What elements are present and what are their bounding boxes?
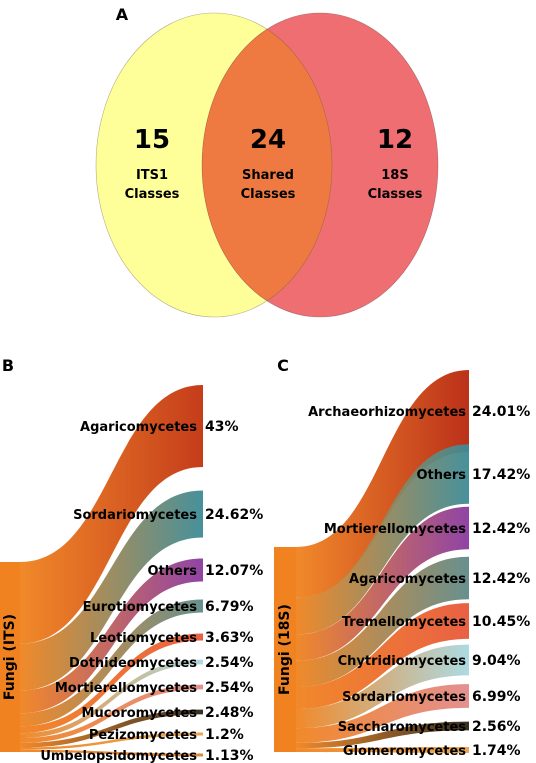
sankey-root-bar [274, 547, 296, 752]
sankey-percent-agaricomycetes: 12.42% [472, 571, 530, 587]
sankey-percent-sordariomycetes: 6.99% [472, 689, 521, 705]
sankey-flow-agaricomycetes [20, 385, 203, 644]
sankey-label-archaeorhizomycetes: Archaeorhizomycetes [308, 405, 466, 420]
sankey-flow-glomeromycetes [296, 747, 469, 753]
sankey-flow-mucoromycetes [20, 709, 203, 748]
venn-shared-line2: Classes [241, 187, 296, 202]
sankey-percent-saccharomycetes: 2.56% [472, 719, 521, 735]
sankey-label-tremellomycetes: Tremellomycetes [342, 615, 466, 630]
sankey-flow-sordariomycetes [20, 490, 203, 691]
sankey-label-others: Others [148, 564, 198, 579]
sankey-label-others: Others [417, 468, 467, 483]
sankey-flow-pezizomycetes [20, 732, 203, 750]
sankey-flow-chytridiomycetes [296, 644, 469, 729]
sankey-18s: Archaeorhizomycetes 24.01% Others 17.42% Mor… [274, 370, 530, 759]
sankey-percent-others: 17.42% [472, 467, 530, 483]
venn-left-count: 15 [134, 125, 170, 155]
sankey-root-bar [0, 562, 20, 752]
venn-left-line2: Classes [125, 187, 180, 202]
venn-diagram: 15 ITS1 Classes 24 Shared Classes 12 18S… [95, 12, 439, 318]
sankey-flow-mortierellomycetes [20, 684, 203, 743]
sankey-percent-glomeromycetes: 1.74% [472, 743, 521, 759]
sankey-percent-eurotiomycetes: 6.79% [205, 599, 254, 615]
sankey-label-agaricomycetes: Agaricomycetes [80, 420, 197, 435]
sankey-flow-others [20, 558, 203, 714]
sankey-label-saccharomycetes: Saccharomycetes [338, 720, 466, 735]
sankey-flow-agaricomycetes [296, 556, 469, 687]
sankey-flow-mortierellomycetes [296, 506, 469, 661]
sankey-flow-tremellomycetes [296, 603, 469, 710]
venn-right-line2: Classes [368, 187, 423, 202]
sankey-percent-pezizomycetes: 1.2% [205, 727, 244, 743]
panel-a-letter: A [116, 5, 129, 24]
sankey-label-sordariomycetes: Sordariomycetes [73, 508, 197, 523]
sankey-percent-mucoromycetes: 2.48% [205, 705, 254, 721]
sankey-flow-dothideomycetes [20, 659, 203, 739]
sankey-percent-chytridiomycetes: 9.04% [472, 653, 521, 669]
sankey-percent-mortierellomycetes: 2.54% [205, 680, 254, 696]
venn-intersection [202, 13, 332, 317]
sankey-percent-archaeorhizomycetes: 24.01% [472, 404, 530, 420]
sankey-flow-others [296, 444, 469, 635]
sankey-percent-tremellomycetes: 10.45% [472, 614, 530, 630]
sankey-label-leotiomycetes: Leotiomycetes [90, 631, 197, 646]
sankey-label-chytridiomycetes: Chytridiomycetes [338, 654, 467, 669]
sankey-percent-sordariomycetes: 24.62% [205, 507, 263, 523]
sankey-percent-leotiomycetes: 3.63% [205, 630, 254, 646]
sankey-flow-eurotiomycetes [20, 599, 203, 727]
sankey-label-mucoromycetes: Mucoromycetes [82, 706, 198, 721]
sankey-label-pezizomycetes: Pezizomycetes [89, 728, 197, 743]
sankey-label-sordariomycetes: Sordariomycetes [342, 690, 466, 705]
sankey-flow-sordariomycetes [296, 684, 469, 743]
sankey-root-label: Fungi (18S) [277, 604, 293, 695]
sankey-flow-saccharomycetes [296, 721, 469, 749]
venn-right-line1: 18S [381, 168, 408, 183]
sankey-label-agaricomycetes: Agaricomycetes [349, 572, 466, 587]
sankey-label-dothideomycetes: Dothideomycetes [69, 656, 197, 671]
panel-c-letter: C [277, 356, 289, 375]
sankey-label-eurotiomycetes: Eurotiomycetes [83, 600, 198, 615]
panel-b-letter: B [2, 356, 14, 375]
venn-right-count: 12 [377, 125, 413, 155]
sankey-percent-mortierellomycetes: 12.42% [472, 521, 530, 537]
venn-shared-line1: Shared [242, 168, 294, 183]
sankey-percent-agaricomycetes: 43% [205, 419, 239, 435]
sankey-flow-leotiomycetes [20, 633, 203, 734]
sankey-label-glomeromycetes: Glomeromycetes [343, 744, 466, 759]
venn-shared-count: 24 [250, 125, 286, 155]
sankey-root-label: Fungi (ITS) [2, 614, 18, 700]
sankey-label-umbelopsidomycetes: Umbelopsidomycetes [40, 749, 197, 763]
venn-left-line1: ITS1 [136, 168, 168, 183]
sankey-percent-others: 12.07% [205, 563, 263, 579]
sankey-flow-umbelopsidomycetes [20, 749, 203, 757]
sankey-percent-umbelopsidomycetes: 1.13% [205, 748, 254, 763]
sankey-label-mortierellomycetes: Mortierellomycetes [55, 681, 197, 696]
sankey-its: Agaricomycetes 43% Sordariomycetes 24.62% Ot… [0, 385, 263, 763]
sankey-label-mortierellomycetes: Mortierellomycetes [324, 522, 466, 537]
sankey-percent-dothideomycetes: 2.54% [205, 655, 254, 671]
sankey-flow-archaeorhizomycetes [296, 370, 469, 598]
